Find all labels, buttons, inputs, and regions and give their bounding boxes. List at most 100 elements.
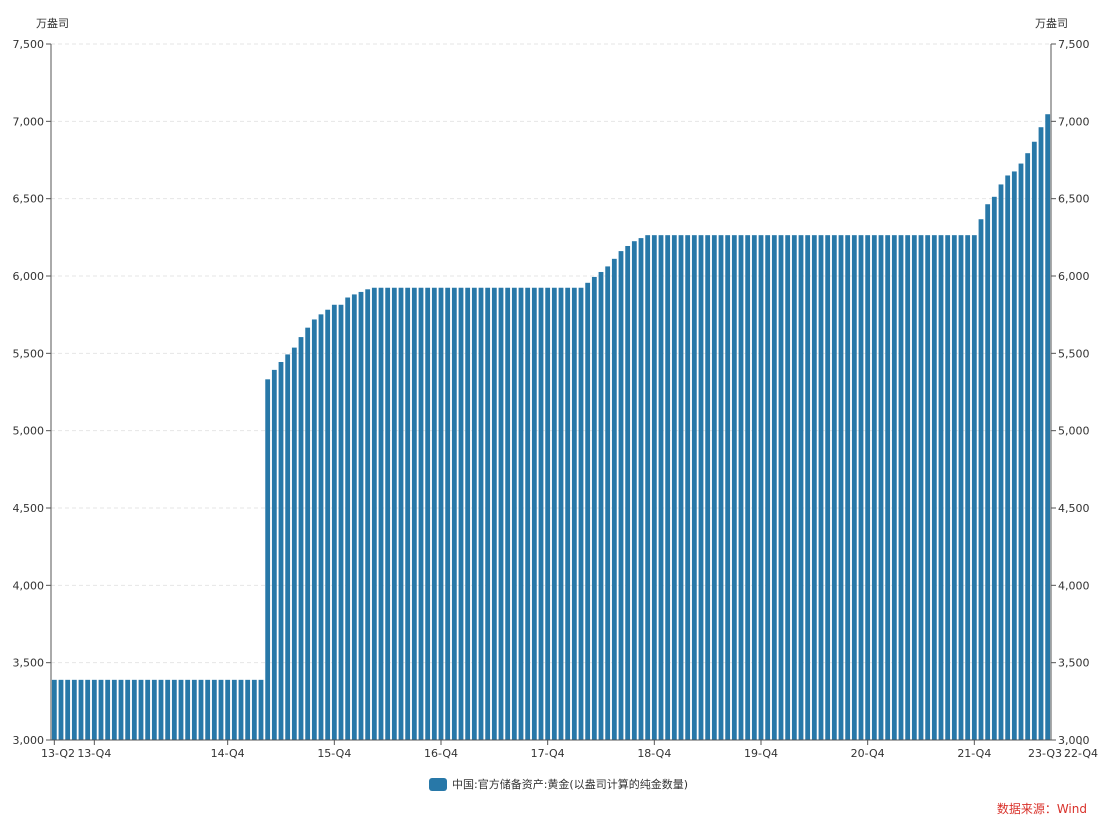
bar <box>471 287 477 740</box>
bar <box>478 287 484 740</box>
bar <box>205 679 211 740</box>
bar <box>225 679 231 740</box>
bar <box>771 235 777 741</box>
bar <box>905 235 911 741</box>
bar <box>391 287 397 740</box>
bar <box>118 679 124 740</box>
y-tick-label: 5,000 <box>1058 425 1090 438</box>
bar <box>345 297 351 740</box>
bar <box>338 304 344 740</box>
bar <box>411 287 417 740</box>
bar <box>791 235 797 741</box>
right-unit-label: 万盎司 <box>1035 16 1068 30</box>
bar <box>991 196 997 740</box>
bar <box>645 235 651 741</box>
y-tick-label: 3,500 <box>1058 657 1090 670</box>
bar <box>165 679 171 740</box>
bar <box>925 235 931 741</box>
bar <box>725 235 731 741</box>
y-tick-label: 4,500 <box>1058 502 1090 515</box>
bar <box>385 287 391 740</box>
bar <box>131 679 137 740</box>
y-tick-label: 6,000 <box>1058 270 1090 283</box>
bar <box>678 235 684 741</box>
bar <box>138 679 144 740</box>
bar <box>125 679 131 740</box>
y-tick-label: 3,000 <box>13 734 45 747</box>
bar <box>831 235 837 741</box>
bar <box>911 235 917 741</box>
bar <box>1038 127 1044 740</box>
bar <box>685 235 691 741</box>
bar <box>918 235 924 741</box>
bar <box>465 287 471 740</box>
bar <box>445 287 451 740</box>
x-tick-label: 23-Q3 <box>1028 747 1062 760</box>
bar <box>898 235 904 741</box>
bar <box>238 679 244 740</box>
y-tick-label: 6,500 <box>1058 193 1090 206</box>
bar <box>971 235 977 741</box>
bar <box>111 679 117 740</box>
bar <box>658 235 664 741</box>
bar <box>58 679 64 740</box>
data-source-label: 数据来源：Wind <box>997 801 1087 816</box>
bar <box>438 287 444 740</box>
bar <box>565 287 571 740</box>
bar <box>191 679 197 740</box>
bar <box>265 379 271 740</box>
bar <box>785 235 791 741</box>
bar <box>578 287 584 740</box>
bar <box>585 282 591 740</box>
x-tick-label: 17-Q4 <box>531 747 565 760</box>
bar <box>325 309 331 740</box>
bar <box>1045 114 1051 741</box>
bar <box>218 679 224 740</box>
bar <box>198 679 204 740</box>
bar <box>651 235 657 741</box>
x-tick-label: 13-Q4 <box>77 747 111 760</box>
bar <box>1031 141 1037 740</box>
bar <box>365 289 371 740</box>
x-tick-label: 13-Q2 <box>41 747 75 760</box>
bar <box>278 361 284 740</box>
bar <box>865 235 871 741</box>
bar <box>711 235 717 741</box>
bar <box>145 679 151 740</box>
legend-swatch <box>429 778 447 791</box>
bar <box>498 287 504 740</box>
bar <box>531 287 537 740</box>
bar <box>151 679 157 740</box>
bar <box>858 235 864 741</box>
y-tick-label: 7,000 <box>13 115 45 128</box>
legend-label: 中国:官方储备资产:黄金(以盎司计算的纯金数量) <box>452 777 688 791</box>
bar <box>298 337 304 740</box>
bar <box>318 314 324 740</box>
bar <box>631 241 637 740</box>
bar <box>78 679 84 740</box>
y-tick-label: 5,000 <box>13 425 45 438</box>
bar <box>551 287 557 740</box>
bar <box>231 679 237 740</box>
y-tick-label: 7,500 <box>13 38 45 51</box>
bar <box>538 287 544 740</box>
legend[interactable]: 中国:官方储备资产:黄金(以盎司计算的纯金数量) <box>429 777 688 791</box>
bar <box>505 287 511 740</box>
bar <box>978 219 984 741</box>
bar <box>1018 163 1024 740</box>
x-tick-label: 20-Q4 <box>851 747 885 760</box>
bar <box>485 287 491 740</box>
bar <box>458 287 464 740</box>
bar <box>938 235 944 741</box>
bar <box>891 235 897 741</box>
y-tick-label: 4,000 <box>1058 579 1090 592</box>
bar <box>825 235 831 741</box>
x-tick-label: 22-Q4 <box>1064 747 1098 760</box>
bar <box>758 235 764 741</box>
bar <box>431 287 437 740</box>
bar <box>491 287 497 740</box>
bar <box>945 235 951 741</box>
x-tick-label: 18-Q4 <box>637 747 671 760</box>
bar <box>745 235 751 741</box>
bar <box>358 291 364 740</box>
